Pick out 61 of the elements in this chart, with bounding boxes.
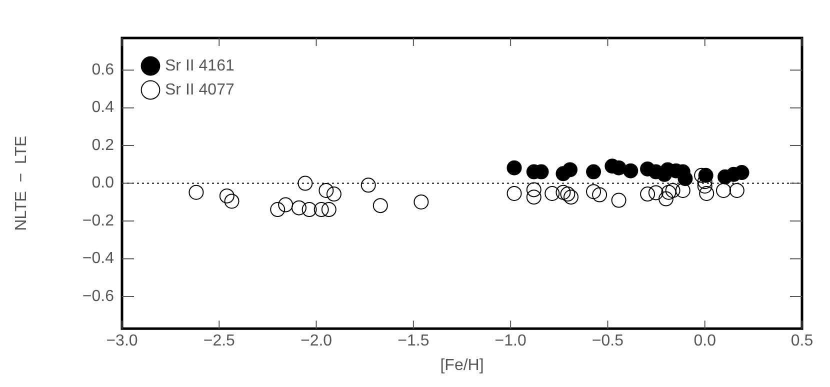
point — [360, 178, 376, 193]
y-tick-label: −0.6 — [82, 288, 114, 305]
point — [302, 202, 317, 218]
point — [526, 190, 542, 205]
y-tick-label: 0.2 — [92, 136, 114, 154]
point — [640, 186, 656, 202]
point — [563, 190, 578, 205]
point — [611, 192, 626, 208]
x-tick-label: −3.0 — [106, 332, 138, 350]
point — [716, 182, 732, 198]
y-tick-label: 0.4 — [92, 99, 114, 116]
x-tick-label: −1.0 — [494, 332, 526, 350]
point — [506, 160, 522, 176]
legend-label: Sr II 4077 — [165, 81, 234, 98]
point — [734, 165, 750, 180]
point — [560, 186, 576, 202]
point — [698, 168, 714, 183]
point — [675, 182, 690, 198]
y-tick-label: −0.2 — [82, 212, 114, 230]
point — [321, 202, 336, 218]
x-tick-label: −2.5 — [203, 332, 236, 350]
point — [326, 186, 342, 202]
x-axis-title: [Fe/H] — [440, 356, 484, 374]
y-axis-title: NLTE − LTE — [13, 136, 30, 231]
x-tick-label: −1.5 — [398, 332, 430, 350]
point — [372, 198, 388, 214]
x-tick-label: −2.0 — [300, 332, 332, 350]
y-tick-label: 0.0 — [92, 174, 114, 192]
point — [697, 178, 712, 194]
point — [586, 164, 602, 180]
point — [219, 188, 234, 204]
point — [658, 191, 674, 206]
point — [623, 163, 638, 178]
y-tick-label: −0.4 — [82, 250, 114, 268]
point — [729, 182, 744, 198]
point — [298, 176, 313, 191]
point — [314, 202, 329, 218]
point — [678, 171, 693, 186]
point — [278, 197, 294, 212]
point — [526, 182, 542, 198]
x-tick-label: 0.0 — [694, 332, 716, 350]
point — [592, 187, 608, 202]
point — [318, 182, 334, 198]
x-tick-label: 0.5 — [790, 332, 814, 350]
point — [699, 186, 714, 201]
point — [506, 186, 522, 201]
point — [188, 184, 204, 200]
legend-label: Sr II 4161 — [165, 57, 234, 74]
point — [556, 184, 571, 200]
y-tick-label: 0.6 — [92, 61, 114, 78]
point — [665, 182, 680, 198]
point — [224, 194, 240, 209]
point — [648, 185, 664, 200]
point — [291, 200, 306, 216]
point — [661, 184, 676, 200]
x-tick-label: −0.5 — [592, 332, 624, 350]
point — [414, 194, 429, 210]
point — [270, 202, 286, 218]
point — [562, 162, 578, 178]
point — [544, 186, 560, 201]
point — [586, 184, 602, 200]
